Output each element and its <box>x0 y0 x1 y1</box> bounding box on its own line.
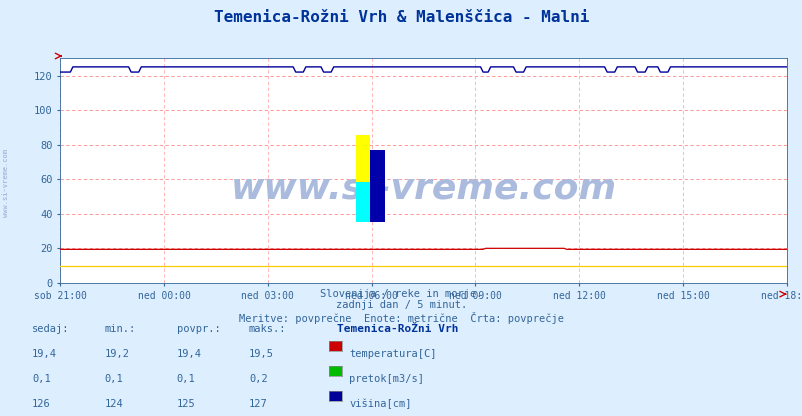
Text: 127: 127 <box>249 399 267 409</box>
Text: Slovenija / reke in morje.: Slovenija / reke in morje. <box>320 289 482 299</box>
Text: 19,5: 19,5 <box>249 349 273 359</box>
Text: Meritve: povprečne  Enote: metrične  Črta: povprečje: Meritve: povprečne Enote: metrične Črta:… <box>239 312 563 324</box>
Text: 19,4: 19,4 <box>32 349 57 359</box>
Text: temperatura[C]: temperatura[C] <box>349 349 436 359</box>
Text: www.si-vreme.com: www.si-vreme.com <box>3 149 10 217</box>
Text: 0,1: 0,1 <box>104 374 123 384</box>
Text: povpr.:: povpr.: <box>176 324 220 334</box>
Text: 19,4: 19,4 <box>176 349 201 359</box>
Text: višina[cm]: višina[cm] <box>349 399 411 409</box>
Text: zadnji dan / 5 minut.: zadnji dan / 5 minut. <box>335 300 467 310</box>
Text: 19,2: 19,2 <box>104 349 129 359</box>
Text: pretok[m3/s]: pretok[m3/s] <box>349 374 423 384</box>
Text: 124: 124 <box>104 399 123 409</box>
Text: 125: 125 <box>176 399 195 409</box>
Text: min.:: min.: <box>104 324 136 334</box>
Text: www.si-vreme.com: www.si-vreme.com <box>230 171 616 206</box>
Text: Temenica-RoŽni Vrh: Temenica-RoŽni Vrh <box>337 324 458 334</box>
Text: maks.:: maks.: <box>249 324 286 334</box>
Bar <box>355 135 370 222</box>
Bar <box>355 182 370 222</box>
Text: 0,1: 0,1 <box>176 374 195 384</box>
Text: 0,1: 0,1 <box>32 374 51 384</box>
Text: 126: 126 <box>32 399 51 409</box>
Text: 0,2: 0,2 <box>249 374 267 384</box>
Bar <box>370 150 384 222</box>
Text: Temenica-Rožni Vrh & Malenščica - Malni: Temenica-Rožni Vrh & Malenščica - Malni <box>213 10 589 25</box>
Text: sedaj:: sedaj: <box>32 324 70 334</box>
